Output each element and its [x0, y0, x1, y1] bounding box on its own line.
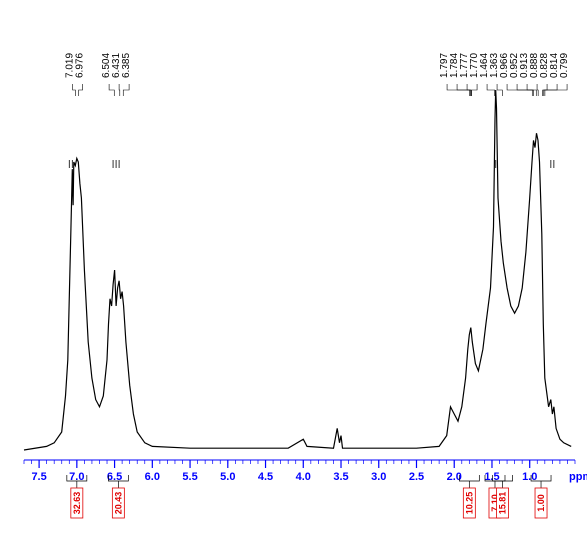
peak-ppm-label: 6.385 — [121, 53, 132, 78]
axis-tick-label: 3.5 — [333, 471, 348, 483]
axis-tick-label: 2.5 — [409, 471, 424, 483]
integration-box: 20.43 — [112, 488, 124, 518]
integration-value: 1.00 — [536, 494, 546, 512]
integration-box: 10.25 — [463, 488, 475, 518]
integration-value: 10.25 — [464, 492, 474, 515]
integration-box: 1.00 — [535, 488, 547, 518]
axis-tick-label: 4.0 — [296, 471, 311, 483]
integration-box: 32.63 — [71, 488, 83, 518]
axis-tick-label: 5.5 — [182, 471, 197, 483]
nmr-spectrum: { "type":"nmr-1h-spectrum", "width":587,… — [0, 0, 587, 549]
axis-tick-label: 3.0 — [371, 471, 386, 483]
spectrum-trace — [24, 90, 571, 450]
axis-tick-label: 6.0 — [145, 471, 160, 483]
peak-ppm-label: 0.799 — [559, 53, 570, 78]
integration-value: 20.43 — [113, 492, 123, 515]
integration-value: 15.81 — [498, 492, 508, 515]
peak-ppm-label: 6.976 — [75, 53, 86, 78]
integration-box: 15.81 — [497, 488, 509, 518]
axis-tick-label: 5.0 — [220, 471, 235, 483]
nmr-svg: 7.57.06.56.05.55.04.54.03.53.02.52.01.51… — [0, 0, 587, 549]
axis-tick-label: 7.5 — [31, 471, 46, 483]
integration-value: 32.63 — [72, 492, 82, 515]
axis-tick-label: 4.5 — [258, 471, 273, 483]
axis-unit-label: ppm — [569, 471, 587, 483]
